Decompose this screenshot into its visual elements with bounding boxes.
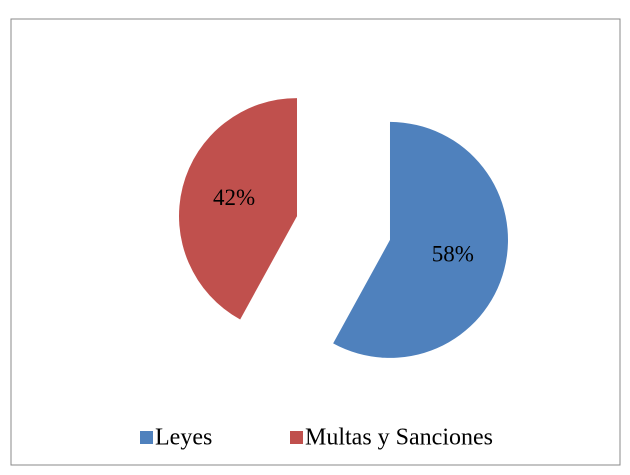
data-label: 58% <box>432 241 474 266</box>
legend-swatch <box>140 431 153 444</box>
chart-frame <box>10 18 621 466</box>
data-label: 42% <box>213 185 255 210</box>
pie-slice <box>179 98 298 320</box>
legend-label: Multas y Sanciones <box>305 425 493 451</box>
legend-swatch <box>290 431 303 444</box>
pie-slice <box>333 121 508 358</box>
legend-label: Leyes <box>155 425 212 451</box>
